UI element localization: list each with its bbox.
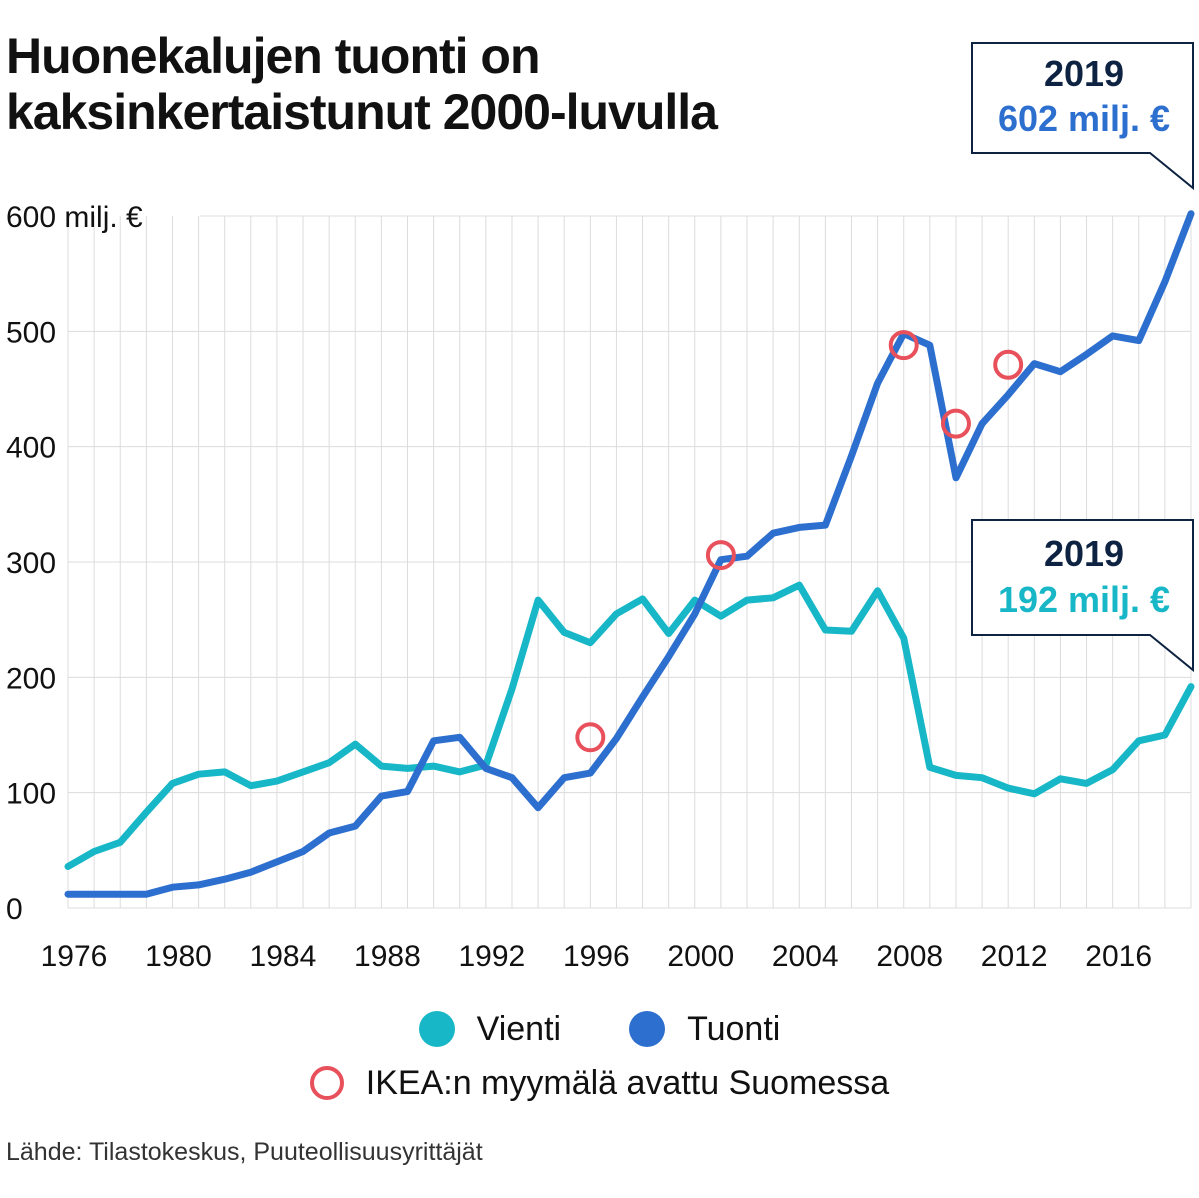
series-lines	[64, 210, 1195, 898]
title-line-2: kaksinkertaistunut 2000-luvulla	[6, 84, 718, 140]
y-tick-label-600: 600 milj. €	[6, 201, 143, 234]
title-line-1: Huonekalujen tuonti on	[6, 28, 541, 84]
x-tick-label-1988: 1988	[354, 940, 421, 973]
series-line-tuonti	[64, 210, 1195, 898]
y-tick-label-400: 400	[6, 432, 56, 465]
legend-label-ikea: IKEA:n myymälä avattu Suomessa	[365, 1063, 890, 1102]
source-note: Lähde: Tilastokeskus, Puuteollisuusyritt…	[6, 1138, 483, 1166]
tuonti-callout: 2019 602 milj. €	[971, 42, 1194, 191]
x-tick-label-2008: 2008	[876, 940, 943, 973]
legend-item-vienti: Vienti	[418, 1009, 562, 1049]
y-tick-label-300: 300	[6, 547, 56, 580]
x-tick-label-1984: 1984	[250, 940, 317, 973]
legend-item-tuonti: Tuonti	[629, 1010, 780, 1049]
tuonti-callout-year: 2019	[1044, 53, 1124, 94]
tuonti-callout-value: 602 milj. €	[998, 98, 1170, 139]
x-axis-tick-labels: 1976 1980 1984 1988 1992 1996 2000 2004 2008 2012…	[41, 940, 1152, 973]
line-chart: 0 100 200 300 400 500 600 milj. € 1976 1980 1984…	[6, 42, 1195, 973]
vienti-callout: 2019 192 milj. €	[971, 519, 1194, 673]
legend: Vienti Tuonti IKEA:n myymälä avattu Suom…	[0, 1004, 1199, 1108]
y-tick-label-200: 200	[6, 662, 56, 695]
ikea-ring-icon	[309, 1066, 344, 1100]
ikea-markers	[575, 330, 1024, 753]
vienti-callout-year: 2019	[1044, 533, 1124, 574]
ikea-marker-2010	[940, 408, 971, 439]
x-tick-label-2000: 2000	[667, 940, 734, 973]
x-tick-label-1976: 1976	[41, 940, 108, 973]
legend-row-ikea: IKEA:n myymälä avattu Suomessa	[0, 1058, 1199, 1108]
x-tick-label-1980: 1980	[145, 940, 212, 973]
legend-label-vienti: Vienti	[476, 1009, 562, 1048]
legend-item-ikea: IKEA:n myymälä avattu Suomessa	[309, 1063, 890, 1103]
y-tick-label-0: 0	[6, 893, 23, 926]
x-tick-label-1996: 1996	[563, 940, 630, 973]
x-tick-label-2004: 2004	[772, 940, 839, 973]
y-tick-label-100: 100	[6, 778, 56, 811]
tuonti-callout-box	[971, 42, 1194, 191]
chart-title: Huonekalujen tuonti on kaksinkertaistunu…	[6, 28, 906, 140]
x-tick-label-2016: 2016	[1085, 940, 1152, 973]
ikea-marker-2012	[993, 349, 1024, 380]
y-axis-tick-labels: 0 100 200 300 400 500 600 milj. €	[6, 201, 143, 926]
vienti-swatch-icon	[418, 1011, 455, 1047]
vienti-callout-box	[971, 519, 1194, 673]
legend-row-series: Vienti Tuonti	[0, 1004, 1199, 1054]
ikea-marker-1996	[575, 722, 606, 753]
legend-label-tuonti: Tuonti	[687, 1009, 781, 1048]
series-line-vienti	[64, 581, 1195, 870]
ikea-marker-2001	[705, 540, 736, 571]
vienti-callout-value: 192 milj. €	[998, 579, 1170, 620]
ikea-marker-2008	[888, 330, 919, 361]
y-tick-label-500: 500	[6, 316, 56, 349]
tuonti-swatch-icon	[629, 1011, 666, 1047]
x-tick-label-1992: 1992	[458, 940, 525, 973]
x-tick-label-2012: 2012	[981, 940, 1048, 973]
